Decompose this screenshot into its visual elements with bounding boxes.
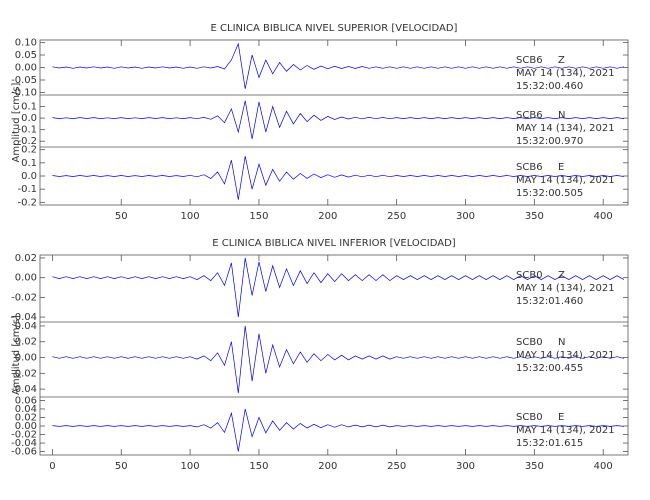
time-label: 15:32:00.970 [516, 136, 583, 147]
y-tick-label: 0.10 [15, 38, 37, 49]
component-label: Z [558, 55, 565, 66]
y-tick-label: 0.00 [15, 63, 37, 74]
y-tick-label: 0.0 [21, 113, 37, 124]
station-label: SCB6 [516, 110, 543, 121]
y-tick-label: 0.02 [15, 253, 37, 264]
y-tick-label: -0.2 [17, 197, 37, 208]
y-tick-label: -0.2 [17, 136, 37, 147]
panel-frame [39, 39, 629, 206]
x-tick-label: 400 [594, 461, 613, 472]
component-label: E [558, 412, 564, 423]
y-tick-label: -0.04 [11, 312, 37, 323]
y-axis-label: Amplitud [cm/s] [11, 82, 22, 162]
y-tick-label: 0.06 [15, 395, 37, 406]
date-label: MAY 14 (134), 2021 [516, 283, 615, 294]
x-tick-label: 50 [115, 461, 128, 472]
panel-title: E CLINICA BIBLICA NIVEL SUPERIOR [VELOCI… [211, 23, 458, 34]
time-label: 15:32:01.460 [516, 296, 583, 307]
station-label: SCB6 [516, 55, 543, 66]
y-tick-label: -0.1 [17, 184, 37, 195]
y-tick-label: -0.05 [11, 75, 37, 86]
x-tick-label: 100 [181, 461, 200, 472]
component-label: N [558, 337, 565, 348]
y-tick-label: 0.1 [21, 158, 37, 169]
y-tick-label: 0.04 [15, 321, 37, 332]
date-label: MAY 14 (134), 2021 [516, 425, 615, 436]
y-tick-label: -0.04 [11, 384, 37, 395]
date-label: MAY 14 (134), 2021 [516, 350, 615, 361]
y-tick-label: 0.00 [15, 273, 37, 284]
y-tick-label: 0.00 [15, 421, 37, 432]
y-tick-label: -0.02 [11, 368, 37, 379]
x-tick-label: 300 [456, 211, 475, 222]
station-label: SCB0 [516, 337, 543, 348]
time-label: 15:32:00.455 [516, 363, 583, 374]
x-tick-label: 200 [318, 211, 337, 222]
y-axis-label: Amplitud [cm/s] [11, 315, 22, 395]
x-tick-label: 350 [525, 461, 544, 472]
x-tick-label: 0 [49, 461, 55, 472]
y-tick-label: -0.04 [11, 438, 37, 449]
station-label: SCB0 [516, 412, 543, 423]
x-tick-label: 150 [249, 211, 268, 222]
y-tick-label: 0.0 [21, 171, 37, 182]
y-tick-label: -0.02 [11, 430, 37, 441]
component-label: N [558, 110, 565, 121]
time-label: 15:32:01.615 [516, 438, 583, 449]
y-tick-label: 0.2 [21, 145, 37, 156]
component-label: E [558, 162, 564, 173]
station-label: SCB6 [516, 162, 543, 173]
waveform [52, 42, 624, 89]
x-tick-label: 400 [594, 211, 613, 222]
x-tick-label: 250 [387, 461, 406, 472]
time-label: 15:32:00.505 [516, 188, 583, 199]
y-tick-label: -0.06 [11, 447, 37, 458]
station-label: SCB0 [516, 270, 543, 281]
date-label: MAY 14 (134), 2021 [516, 68, 615, 79]
y-tick-label: 0.04 [15, 404, 37, 415]
waveform [52, 257, 625, 318]
y-tick-label: -0.10 [11, 88, 37, 99]
x-tick-label: 300 [456, 461, 475, 472]
y-tick-label: 0.02 [15, 337, 37, 348]
x-tick-label: 150 [249, 461, 268, 472]
waveform [52, 156, 624, 200]
y-tick-label: 0.02 [15, 412, 37, 423]
waveform [52, 100, 624, 139]
panel-frame [39, 254, 629, 456]
x-tick-label: 350 [525, 211, 544, 222]
y-tick-label: 0.05 [15, 50, 37, 61]
date-label: MAY 14 (134), 2021 [516, 175, 615, 186]
x-tick-label: 50 [115, 211, 128, 222]
date-label: MAY 14 (134), 2021 [516, 123, 615, 134]
component-label: Z [558, 270, 565, 281]
y-tick-label: -0.02 [11, 292, 37, 303]
y-tick-label: 0.00 [15, 353, 37, 364]
panel-title: E CLINICA BIBLICA NIVEL INFERIOR [VELOCI… [212, 238, 456, 249]
waveform [52, 408, 624, 452]
waveform [52, 325, 624, 394]
y-tick-label: 0.1 [21, 102, 37, 113]
x-tick-label: 200 [318, 461, 337, 472]
x-tick-label: 250 [387, 211, 406, 222]
x-tick-label: 100 [181, 211, 200, 222]
y-tick-label: -0.1 [17, 125, 37, 136]
time-label: 15:32:00.460 [516, 81, 583, 92]
